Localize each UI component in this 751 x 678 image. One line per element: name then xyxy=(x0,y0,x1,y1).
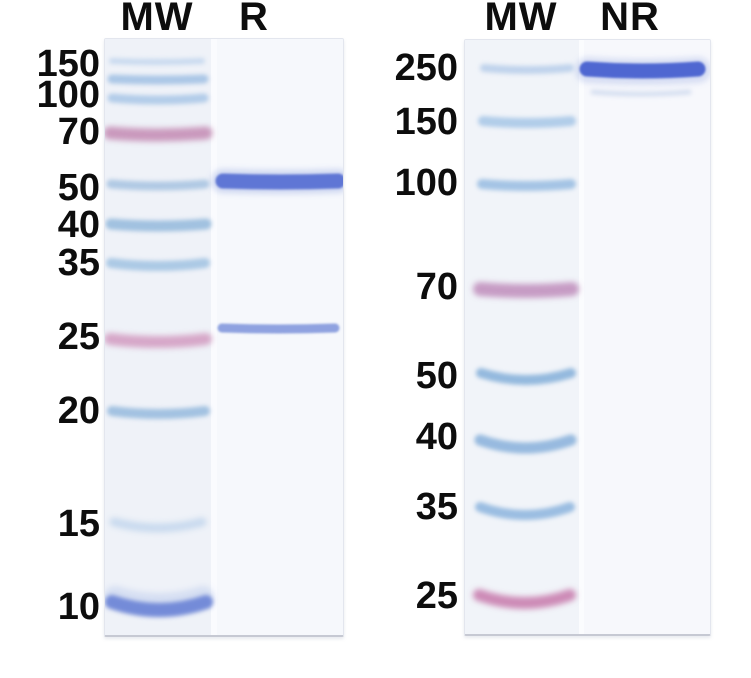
mw-label-250-nonreduced: 250 xyxy=(394,47,458,89)
marker-band-100 xyxy=(477,179,576,191)
mw-label-40-nonreduced: 40 xyxy=(415,416,458,458)
marker-band-10 xyxy=(105,595,213,617)
gel-strip xyxy=(217,39,343,635)
marker-band-40 xyxy=(474,434,577,454)
gel-bands-nonreduced xyxy=(473,57,710,609)
mw-label-15-reduced: 15 xyxy=(57,503,100,545)
marker-band-40 xyxy=(105,218,212,232)
mw-label-50-nonreduced: 50 xyxy=(415,355,458,397)
marker-band-70 xyxy=(473,282,579,298)
mw-label-70-reduced: 70 xyxy=(57,111,100,153)
marker-band-50 xyxy=(476,368,576,385)
marker-band-50 xyxy=(106,179,210,191)
mw-label-40-reduced: 40 xyxy=(57,204,100,246)
marker-band-top xyxy=(109,58,205,65)
marker-band-25 xyxy=(105,333,212,348)
lane-header-mw-left: MW xyxy=(120,0,194,39)
mw-label-100-nonreduced: 100 xyxy=(394,162,458,204)
mw-label-10-reduced: 10 xyxy=(57,586,100,628)
lane-header-mw-right: MW xyxy=(484,0,558,39)
mw-label-35-nonreduced: 35 xyxy=(415,486,458,528)
lane-header-r: R xyxy=(239,0,269,39)
marker-band-150 xyxy=(107,74,209,85)
mw-label-150-reduced: 150 xyxy=(36,43,100,85)
gel-strip xyxy=(211,39,217,635)
marker-band-20 xyxy=(107,406,210,419)
nr-sample-band-faint xyxy=(590,89,692,97)
gel-strip xyxy=(579,40,584,634)
marker-band-15 xyxy=(109,517,207,533)
mw-label-35-reduced: 35 xyxy=(57,242,100,284)
marker-band-70 xyxy=(105,126,213,142)
mw-label-70-nonreduced: 70 xyxy=(415,266,458,308)
marker-band-25 xyxy=(473,589,576,609)
lane-header-nr: NR xyxy=(600,0,660,39)
mw-label-150-nonreduced: 150 xyxy=(394,101,458,143)
gel-reduced xyxy=(104,38,344,637)
nr-sample-band-~250 xyxy=(579,61,706,79)
mw-label-20-reduced: 20 xyxy=(57,390,100,432)
mw-label-25-reduced: 25 xyxy=(57,316,100,358)
marker-band-35 xyxy=(106,258,210,271)
mw-label-25-nonreduced: 25 xyxy=(415,575,458,617)
gel-strip xyxy=(465,40,579,634)
mw-label-100-reduced: 100 xyxy=(36,74,100,116)
gel-bands-reduced xyxy=(105,58,343,617)
mw-label-50-reduced: 50 xyxy=(57,167,100,209)
gel-nonreduced xyxy=(464,39,711,636)
marker-band-150 xyxy=(478,116,576,128)
r-sample-band-~50 xyxy=(215,173,343,190)
marker-band-35 xyxy=(475,502,575,520)
marker-band-100 xyxy=(107,93,209,105)
marker-band-250 xyxy=(480,64,574,74)
r-sample-band-~25 xyxy=(217,323,340,334)
gel-strip xyxy=(584,40,710,634)
